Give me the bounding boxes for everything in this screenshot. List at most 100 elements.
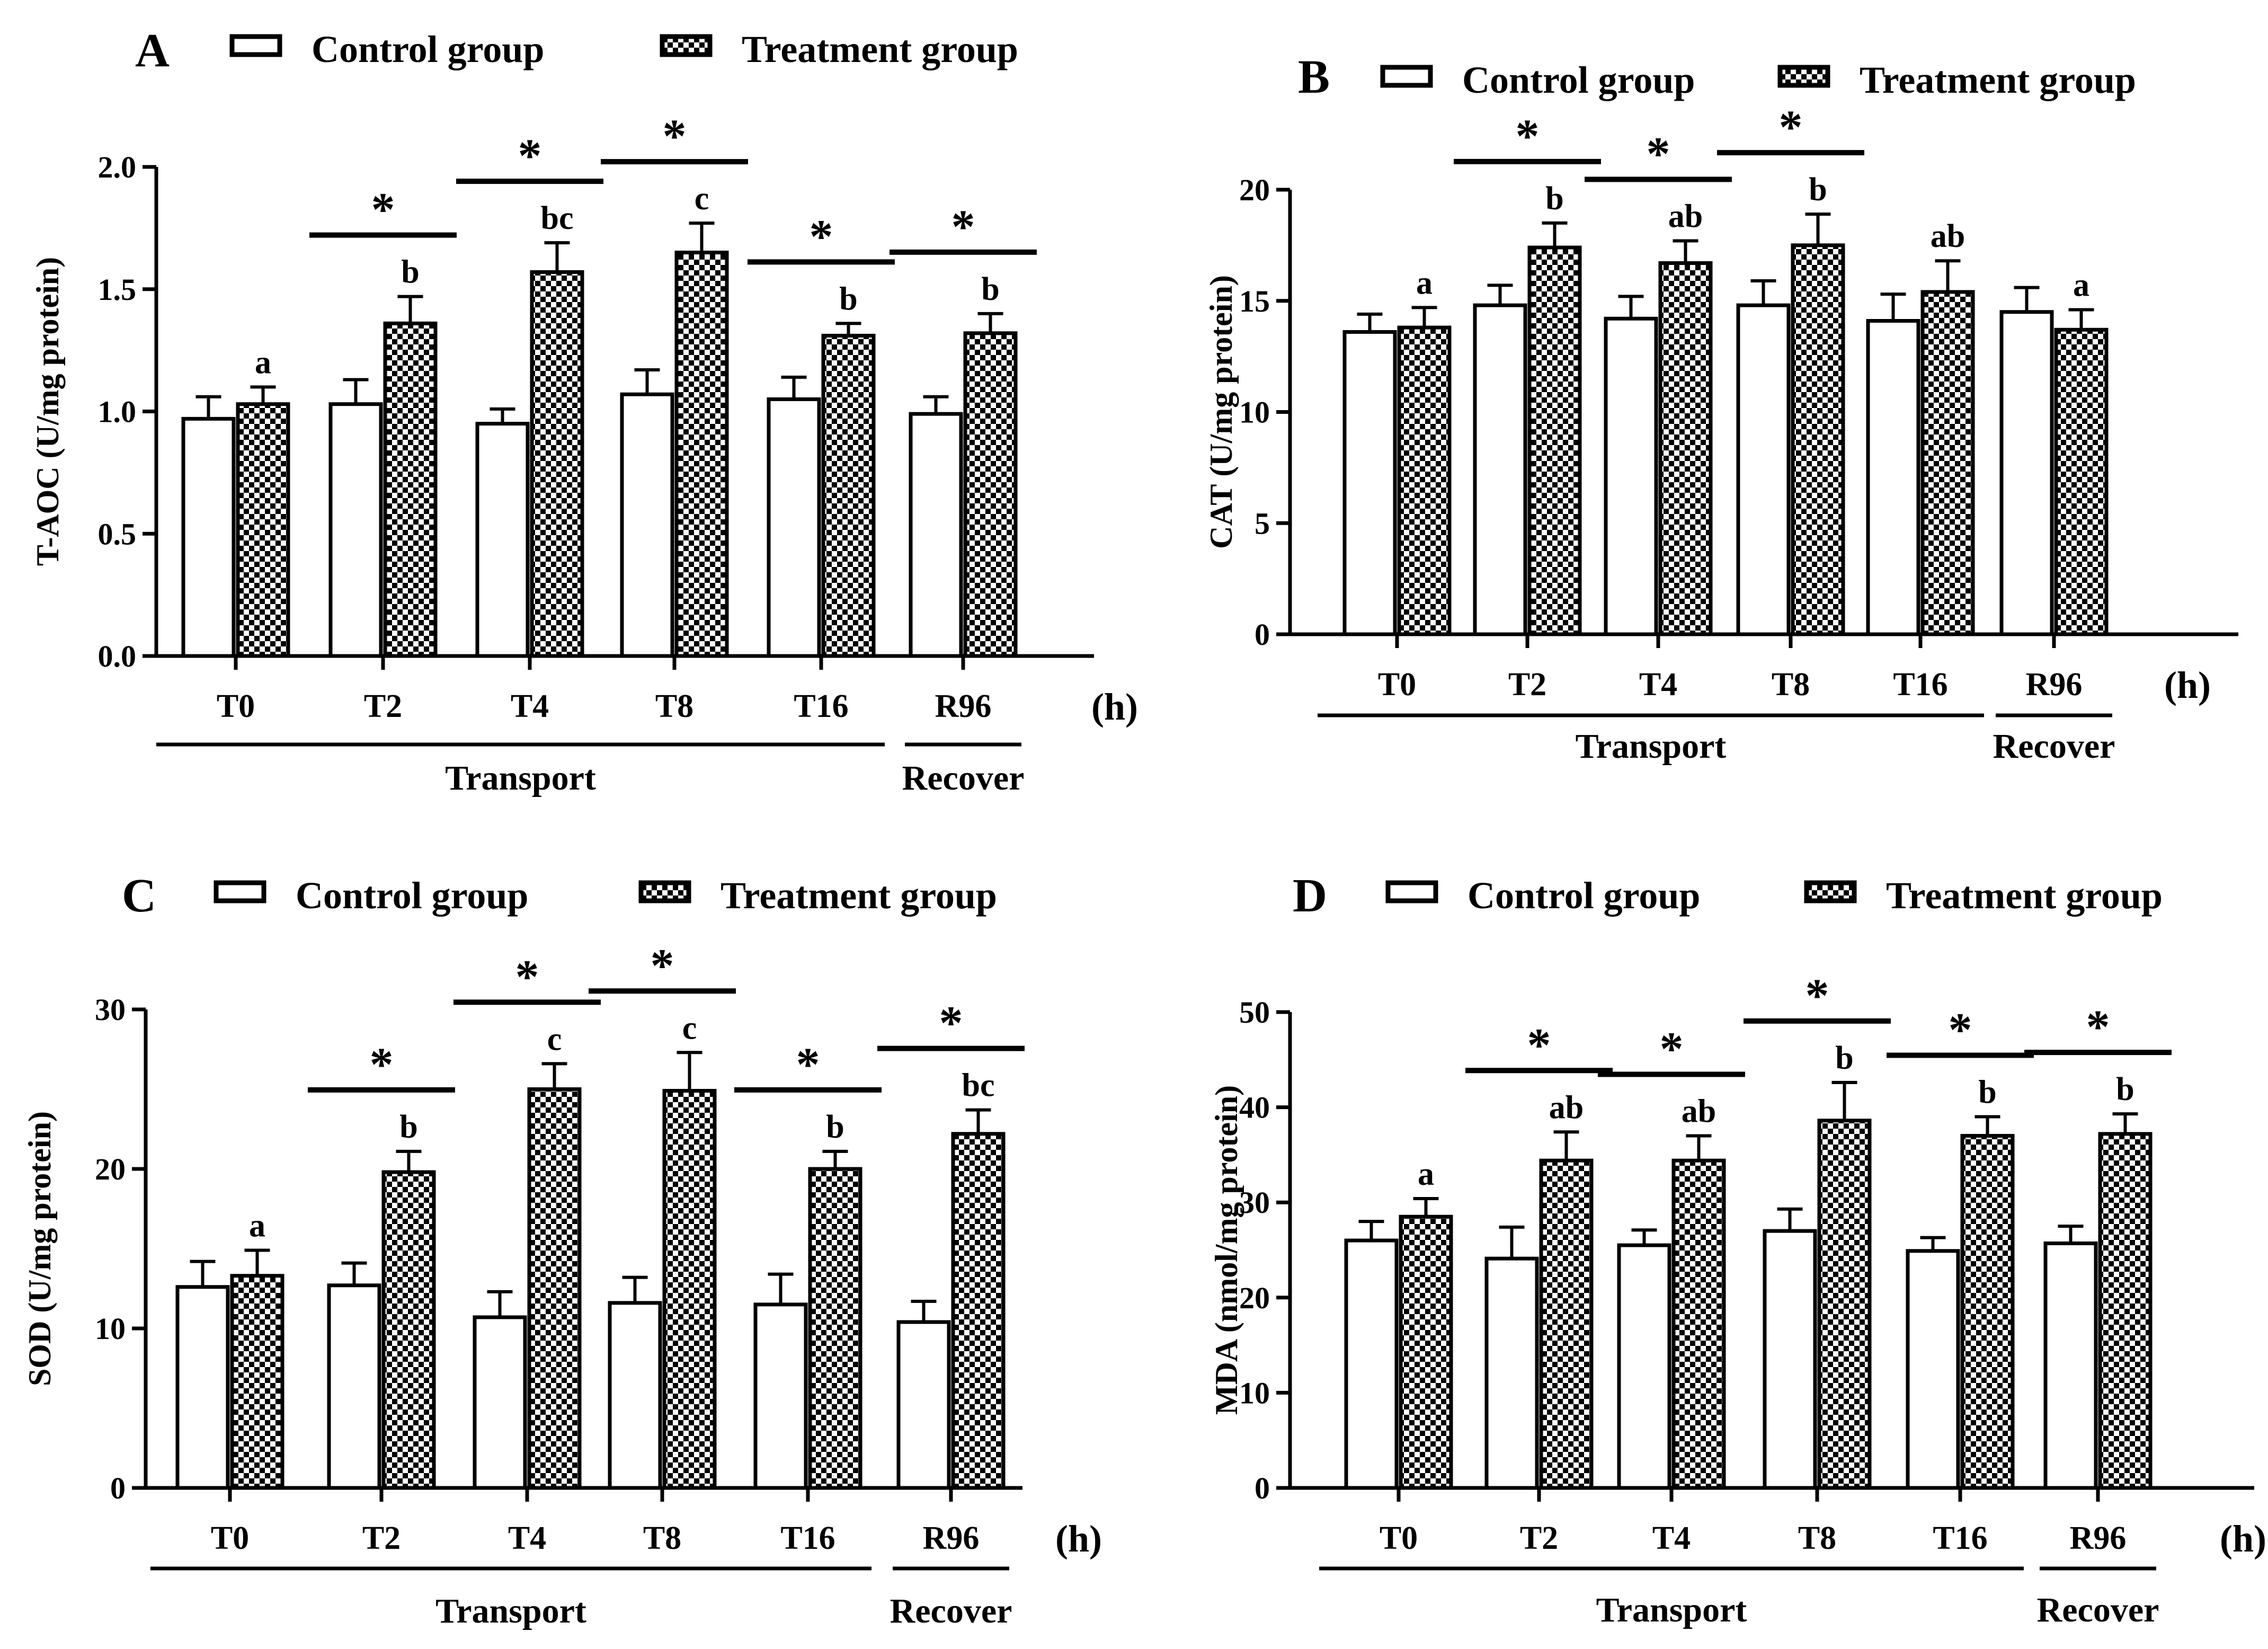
legend: Control group Treatment group [1380, 59, 2136, 101]
panel-letter: D [1293, 870, 1327, 922]
significance-letter: c [682, 1010, 697, 1046]
significance-letter: b [2116, 1071, 2134, 1107]
bar-treatment [1671, 1158, 1726, 1490]
bar-treatment [662, 1089, 717, 1490]
bar-control [475, 422, 530, 658]
y-tick-label: 30 [1239, 1185, 1270, 1220]
significance-star: * [371, 184, 395, 236]
bar-control [181, 416, 236, 658]
x-tick-label: T8 [643, 1520, 681, 1556]
significance-letter: a [2073, 268, 2089, 304]
y-tick-label: 40 [1239, 1091, 1270, 1125]
significance-letter: c [547, 1021, 562, 1057]
group-label: Recover [1993, 727, 2115, 766]
significance-star: * [1647, 128, 1670, 180]
x-tick-label: T2 [364, 688, 402, 724]
y-tick-label: 15 [1239, 284, 1270, 318]
y-tick-label: 0 [1255, 617, 1270, 652]
x-tick-label: T8 [1798, 1520, 1836, 1556]
x-tick-label: T2 [1508, 667, 1546, 703]
significance-letter: ab [1549, 1089, 1584, 1125]
significance-letter: bc [962, 1068, 995, 1104]
y-tick-label: 0 [110, 1471, 126, 1505]
y-axis-title: SOD (U/mg protein) [22, 1111, 57, 1386]
significance-star: * [1949, 1004, 1972, 1057]
y-tick-label: 10 [95, 1311, 126, 1346]
significance-letter: b [401, 254, 419, 290]
legend-swatch-treatment [1777, 65, 1830, 88]
y-axis-title: CAT (U/mg protein) [1204, 275, 1239, 549]
y-tick-label: 10 [1239, 395, 1270, 430]
legend-swatch-treatment [1804, 880, 1857, 903]
x-tick-label: T0 [211, 1520, 249, 1556]
legend-label-treatment: Treatment group [721, 874, 997, 917]
y-tick-label: 20 [1239, 1281, 1270, 1315]
significance-letter: b [399, 1109, 417, 1145]
significance-letter: b [826, 1109, 844, 1145]
significance-star: * [951, 201, 975, 253]
significance-star: * [810, 210, 833, 263]
significance-letter: ab [1668, 198, 1703, 234]
group-label: Recover [902, 759, 1025, 797]
significance-star: * [1779, 101, 1803, 154]
bar-treatment [951, 1132, 1006, 1490]
significance-letter: a [255, 344, 271, 380]
bar-treatment [527, 1087, 582, 1490]
y-tick-label: 1.5 [98, 272, 137, 307]
legend-swatch-treatment [638, 880, 691, 903]
legend-swatch-control [1385, 880, 1438, 903]
bar-control [896, 1320, 951, 1490]
significance-letter: b [1978, 1075, 1996, 1111]
bar-treatment [230, 1274, 284, 1490]
bar-treatment [821, 333, 876, 658]
bar-treatment [1791, 243, 1845, 636]
legend-label-control: Control group [1467, 874, 1700, 917]
panel-A: A Control group Treatment group 0.0 0.5 1.0 1.… [30, 24, 1138, 797]
bar-treatment [383, 321, 438, 658]
bar-control [1344, 1238, 1399, 1490]
y-tick-label: 1.0 [98, 395, 137, 429]
group-label: Transport [445, 759, 596, 797]
bar-treatment [1817, 1119, 1872, 1490]
significance-star: * [515, 951, 539, 1003]
x-tick-label: T2 [362, 1520, 401, 1556]
legend-label-control: Control group [312, 28, 544, 70]
bar-control [753, 1302, 808, 1490]
group-label: Transport [435, 1592, 586, 1630]
y-tick-label: 30 [95, 992, 126, 1027]
legend-label-control: Control group [1462, 59, 1695, 101]
x-tick-label: T16 [1933, 1520, 1987, 1556]
group-label: Recover [2037, 1591, 2159, 1629]
panel-letter: A [135, 24, 170, 77]
y-tick-label: 0 [1255, 1471, 1270, 1505]
legend-label-control: Control group [296, 874, 528, 917]
legend: Control group Treatment group [214, 874, 997, 917]
panel-letter: B [1298, 51, 1330, 103]
legend-label-treatment: Treatment group [742, 28, 1018, 70]
significance-letter: bc [541, 200, 574, 236]
bar-control [767, 397, 821, 658]
bar-control [1763, 1229, 1817, 1490]
significance-star: * [939, 997, 963, 1050]
y-axis-title: T-AOC (U/mg protein) [30, 257, 65, 566]
significance-star: * [1527, 1019, 1551, 1071]
bar-control [1604, 316, 1658, 636]
panel-D: D Control group Treatment group 0 10 20 30 40 50… [1209, 870, 2266, 1629]
x-tick-label: T4 [511, 688, 549, 724]
x-tick-label: T4 [1639, 667, 1677, 703]
x-tick-label: T0 [217, 688, 255, 724]
significance-star: * [518, 130, 542, 182]
y-tick-label: 50 [1239, 995, 1270, 1030]
x-unit-label: (h) [2164, 664, 2211, 706]
y-tick-label: 0.5 [98, 517, 137, 551]
bar-treatment [963, 331, 1018, 658]
significance-letter: b [1545, 181, 1563, 217]
significance-star: * [2086, 1001, 2110, 1053]
bar-treatment [1527, 245, 1582, 636]
bar-control [620, 392, 674, 658]
legend: Control group Treatment group [1385, 874, 2163, 917]
bar-treatment [1539, 1158, 1594, 1490]
group-label: Transport [1576, 727, 1727, 766]
bar-control [1906, 1249, 1960, 1490]
x-unit-label: (h) [1091, 686, 1138, 728]
